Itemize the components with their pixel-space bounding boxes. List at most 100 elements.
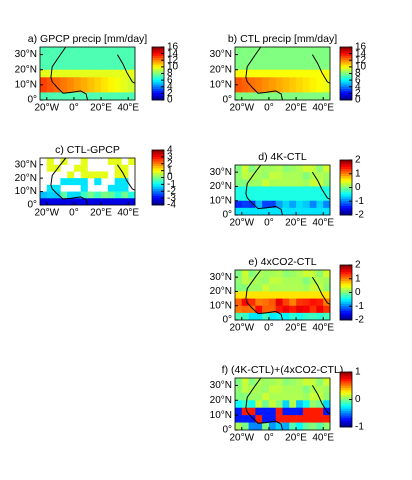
field-cell <box>248 207 256 216</box>
colorbar-segment <box>340 180 352 184</box>
field-cell <box>309 69 317 78</box>
field-cell <box>241 207 249 216</box>
field-cell <box>248 179 256 187</box>
field-cell <box>128 92 136 101</box>
field-cell <box>73 191 82 199</box>
field-cell <box>309 77 317 86</box>
x-tick-label: 20°E <box>285 103 307 114</box>
y-tick-label: 0° <box>27 95 37 106</box>
field-cell <box>80 62 88 71</box>
field-cell <box>255 200 263 209</box>
colorbar-tick-label: 1 <box>355 273 361 284</box>
field-cell <box>323 172 331 180</box>
field-cell <box>289 385 297 394</box>
field-cell <box>46 47 54 55</box>
field-cell <box>289 62 297 71</box>
field-cell <box>67 198 75 206</box>
field-cell <box>241 186 249 194</box>
field-cell <box>275 407 283 416</box>
field-cell <box>296 92 304 101</box>
field-cell <box>107 84 115 93</box>
field-cell <box>255 92 263 101</box>
colorbar-tick-label: -2 <box>167 186 176 197</box>
field-cell <box>46 54 54 63</box>
field-cell <box>46 184 54 192</box>
colorbar-segment <box>152 156 164 160</box>
field-cell <box>282 392 290 401</box>
field-cell <box>121 164 129 172</box>
field-cell <box>268 165 277 173</box>
field-cell <box>255 312 263 321</box>
colorbar-segment <box>340 310 352 314</box>
colorbar-segment <box>340 91 352 94</box>
field-cell <box>262 400 270 409</box>
field-cell <box>128 54 136 63</box>
field-cell <box>268 54 277 63</box>
field-cell <box>262 312 270 321</box>
field-cell <box>53 62 61 71</box>
field-cell <box>316 47 324 55</box>
coastline <box>50 157 88 206</box>
colorbar-segment <box>340 162 352 165</box>
field-cell <box>60 191 68 199</box>
field-cell <box>282 422 290 431</box>
colorbar-segment <box>152 88 164 92</box>
colorbar-segment <box>340 73 352 77</box>
field-cell <box>323 62 331 71</box>
y-tick-label: 10°N <box>210 195 232 206</box>
field-cell <box>282 172 290 180</box>
field-cell <box>323 165 331 173</box>
field-cell <box>289 422 297 431</box>
field-cell <box>80 184 88 192</box>
field-cell <box>323 291 331 299</box>
field-cell <box>275 291 283 299</box>
field-cell <box>275 298 283 307</box>
field-cell <box>107 54 115 63</box>
field-cell <box>289 277 297 285</box>
field-cell <box>296 298 304 307</box>
field-cell <box>73 198 82 206</box>
colorbar-segment <box>152 73 164 77</box>
map-frame <box>234 164 331 216</box>
colorbar-segment <box>152 86 164 90</box>
colorbar-segment <box>152 66 164 70</box>
field-cell <box>302 179 310 187</box>
colorbar-segment <box>340 95 352 99</box>
x-tick-label: 40°E <box>312 433 334 444</box>
field-cell <box>275 392 283 401</box>
field-cell <box>323 385 331 394</box>
field-cell <box>268 69 277 78</box>
y-tick-label: 0° <box>222 425 232 436</box>
colorbar-segment <box>340 82 352 85</box>
y-tick-label: 20°N <box>210 395 232 406</box>
field-cell <box>101 92 109 101</box>
colorbar-segment <box>340 201 352 204</box>
field-cell <box>40 62 48 71</box>
field-cell <box>87 47 95 55</box>
field-cell <box>296 193 304 202</box>
x-tick-label: 40°E <box>312 323 334 334</box>
coastline <box>245 164 283 216</box>
field-cell <box>262 92 270 101</box>
field-cell <box>241 84 249 93</box>
field-cell <box>268 392 277 401</box>
field-cell <box>289 54 297 63</box>
field-cell <box>268 84 277 93</box>
field-cell <box>275 277 283 285</box>
coastline <box>311 385 331 415</box>
field-cell <box>248 54 256 63</box>
field-cell <box>94 62 102 71</box>
field-cell <box>268 77 277 86</box>
field-cell <box>53 77 61 86</box>
field-cell <box>323 69 331 78</box>
colorbar-segment <box>340 308 352 312</box>
field-cell <box>101 77 109 86</box>
field-cell <box>289 291 297 299</box>
field-cell <box>46 164 54 172</box>
colorbar-segment <box>340 60 352 63</box>
field-cell <box>289 92 297 101</box>
field-cell <box>87 54 95 63</box>
field-cell <box>121 84 129 93</box>
y-tick-label: 10°N <box>210 300 232 311</box>
colorbar-segment <box>340 208 352 211</box>
